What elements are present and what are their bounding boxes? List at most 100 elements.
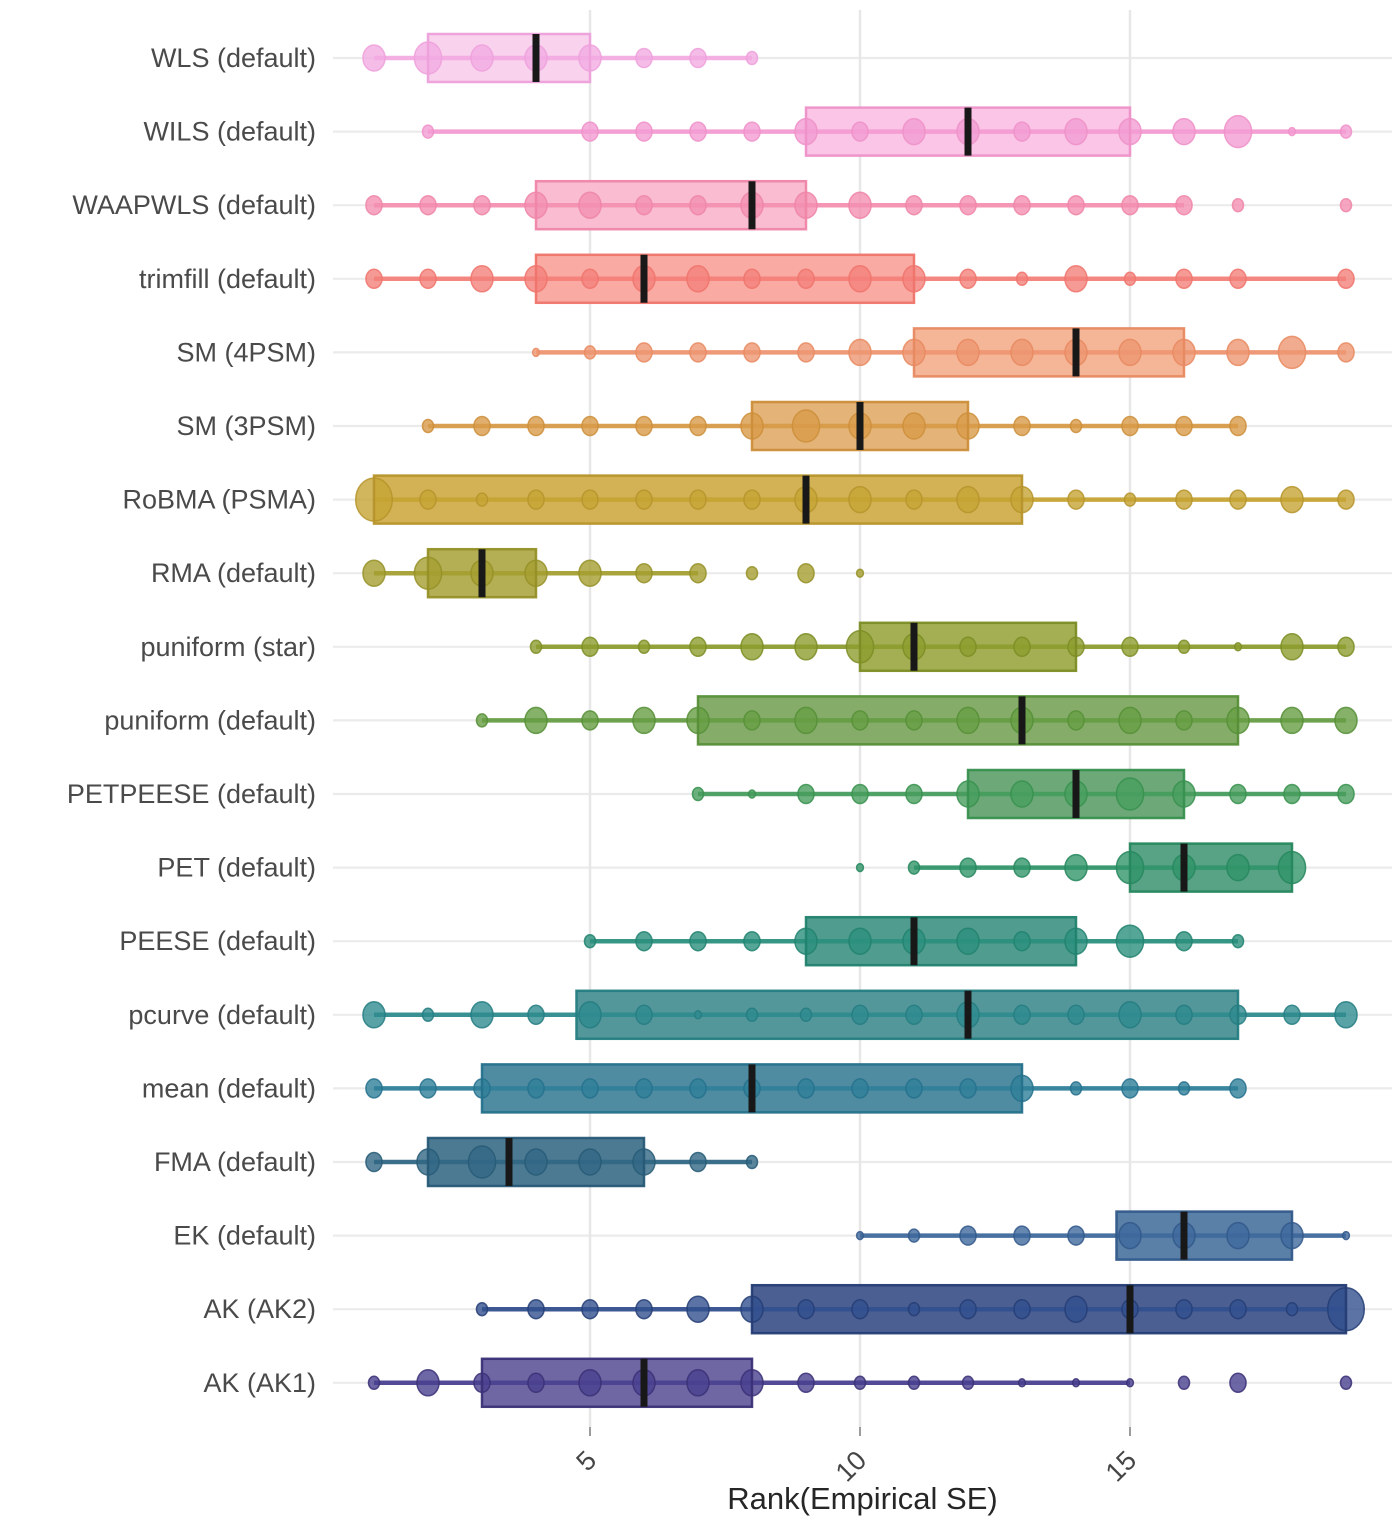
bubble [632, 706, 656, 735]
bubble [689, 489, 707, 510]
bubble [686, 1369, 710, 1397]
bubble [527, 1078, 545, 1099]
bubble [689, 636, 707, 658]
bubble [1118, 338, 1142, 367]
bubble [1177, 1375, 1191, 1391]
bubble [956, 706, 980, 735]
row-ak-ak1-: AK (AK1) [203, 1357, 1353, 1409]
y-axis-label: AK (AK1) [203, 1368, 316, 1398]
bubble [529, 639, 543, 655]
bubble [959, 636, 977, 658]
bubble [1285, 1301, 1299, 1317]
iqr-box-border [372, 474, 1024, 525]
bubble [1175, 489, 1193, 510]
iqr-box-border [858, 621, 1078, 673]
y-axis-label: PET (default) [157, 853, 316, 883]
bubble [740, 633, 764, 661]
bubble [365, 1078, 383, 1099]
bubble [470, 1001, 494, 1029]
x-axis: 5 10 15 [570, 1427, 1142, 1487]
bubble [635, 1298, 653, 1320]
bubble [581, 489, 599, 510]
bubble [743, 342, 761, 363]
bubble [689, 47, 707, 69]
bubble [1175, 415, 1193, 437]
bubble [1010, 780, 1034, 808]
row-ek-default-: EK (default) [173, 1210, 1351, 1261]
bubble [1226, 338, 1250, 367]
bubble [421, 124, 435, 139]
bubble [851, 783, 869, 805]
bubble [855, 1230, 865, 1241]
bubble [745, 50, 759, 66]
bubble [689, 930, 707, 952]
bubble [743, 489, 761, 510]
bubble [635, 342, 653, 363]
bubble [794, 633, 818, 661]
bubble [1177, 639, 1191, 655]
bubble [1069, 1081, 1083, 1096]
bubble [1283, 1004, 1301, 1026]
iqr-box-border [480, 1357, 754, 1409]
bubble [743, 710, 761, 731]
y-axis-label: AK (AK2) [203, 1294, 316, 1324]
row-pet-default-: PET (default) [157, 842, 1307, 893]
bubble [956, 927, 980, 955]
iqr-box-border [1115, 1210, 1294, 1261]
bubble [635, 121, 653, 142]
bubble [1064, 117, 1088, 146]
bubble [1231, 197, 1245, 213]
bubble [1229, 415, 1247, 437]
bubble [1067, 1225, 1085, 1246]
bubble [1172, 117, 1196, 146]
bubble [1175, 1298, 1193, 1320]
bubble [959, 857, 977, 878]
bubble [905, 1078, 923, 1099]
bubble [1280, 706, 1304, 735]
bubble [1175, 930, 1193, 952]
bubble [1013, 857, 1031, 878]
bubble [686, 1295, 710, 1323]
row-petpeese-default-: PETPEESE (default) [67, 768, 1355, 820]
bubble [635, 1004, 653, 1026]
bubble [1010, 338, 1034, 367]
bubble [527, 1298, 545, 1320]
bubble [1121, 194, 1139, 216]
bubble [419, 1078, 437, 1099]
bubble [1015, 271, 1029, 287]
bubble [1337, 268, 1355, 290]
bubble [416, 1369, 440, 1397]
bubble [853, 1375, 867, 1391]
bubble [419, 489, 437, 510]
iqr-box-border [1128, 842, 1294, 893]
y-axis-label: PETPEESE (default) [67, 779, 316, 809]
bubble [1067, 710, 1085, 731]
bubble [470, 265, 494, 293]
bubble [791, 409, 821, 443]
bubble [578, 1148, 602, 1176]
bubble [1115, 777, 1145, 811]
x-axis-title: Rank(Empirical SE) [727, 1481, 998, 1516]
bubble [797, 268, 815, 290]
bubble [578, 559, 602, 587]
y-axis-label: mean (default) [142, 1073, 316, 1103]
bubble [1280, 633, 1304, 661]
bubble [689, 1151, 707, 1173]
bubble [743, 930, 761, 952]
bubble [848, 485, 872, 514]
bubble [855, 862, 865, 873]
row-pcurve-default-: pcurve (default) [128, 989, 1358, 1041]
row-rma-default-: RMA (default) [151, 547, 865, 599]
bubble [527, 415, 545, 437]
bubble [1067, 1004, 1085, 1026]
bubble [851, 121, 869, 142]
iqr-box-border [426, 32, 592, 84]
iqr-box-border [804, 915, 1078, 967]
bubble [1175, 194, 1193, 216]
y-axis-label: WLS (default) [151, 43, 316, 73]
bubble [473, 194, 491, 216]
y-axis-label: SM (3PSM) [176, 411, 316, 441]
bubble [1121, 636, 1139, 658]
